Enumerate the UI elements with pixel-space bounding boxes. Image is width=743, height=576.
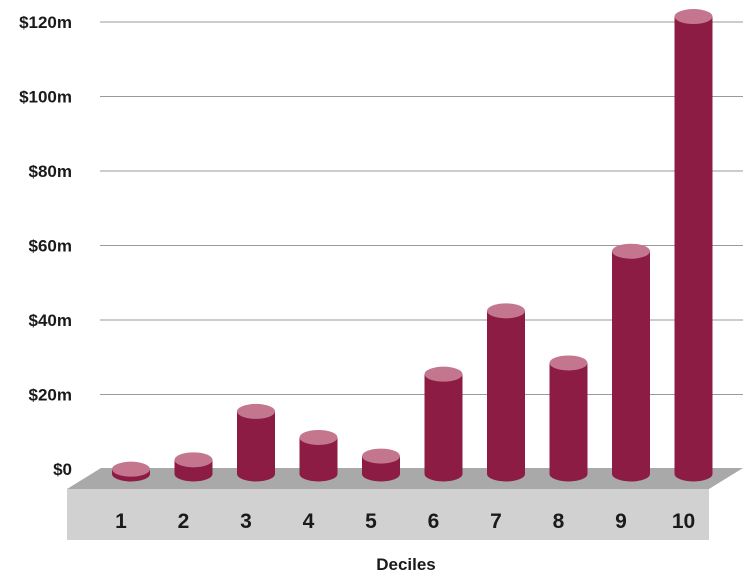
x-axis-title: Deciles [376, 555, 436, 574]
bar-body [237, 411, 275, 482]
y-tick-label: $100m [19, 88, 72, 107]
bar [174, 452, 213, 482]
bar [612, 243, 650, 482]
y-tick-label: $20m [29, 386, 72, 405]
bar [424, 366, 463, 482]
bar [674, 9, 713, 482]
bar-top [299, 429, 338, 445]
y-axis-tick-labels: $0 $20m $40m $60m $80m $100m $120m [19, 13, 72, 479]
x-tick-label: 2 [178, 510, 190, 533]
bars [112, 9, 713, 482]
bar-top [237, 403, 275, 419]
bar [299, 429, 338, 482]
x-tick-label: 10 [672, 510, 695, 533]
bar [549, 355, 588, 482]
bar-body [612, 251, 650, 482]
bar-top [424, 366, 463, 382]
y-tick-label: $80m [29, 162, 72, 181]
bar-body [674, 16, 713, 482]
y-tick-label: $0 [53, 460, 72, 479]
bar-top [612, 243, 650, 259]
floor-front-face [67, 489, 709, 540]
x-tick-label: 8 [553, 510, 565, 533]
y-tick-label: $120m [19, 13, 72, 32]
bar-top [487, 303, 525, 319]
chart-floor [67, 468, 743, 540]
bar-top [112, 461, 150, 477]
x-tick-label: 7 [490, 510, 502, 533]
bar-top [174, 452, 213, 468]
x-tick-label: 3 [240, 510, 252, 533]
y-tick-label: $60m [29, 237, 72, 256]
bar [362, 448, 400, 482]
bar [237, 403, 275, 482]
bar-body [487, 310, 525, 482]
x-tick-label: 4 [303, 510, 315, 533]
bar-top [549, 355, 588, 371]
x-tick-label: 6 [428, 510, 440, 533]
x-tick-label: 5 [365, 510, 377, 533]
y-tick-label: $40m [29, 311, 72, 330]
x-tick-label: 1 [115, 510, 127, 533]
bar [112, 461, 150, 482]
bar [487, 303, 525, 482]
bar-body [424, 374, 463, 482]
x-tick-label: 9 [615, 510, 627, 533]
bar-body [549, 362, 588, 482]
bar-top [362, 448, 400, 464]
x-axis-tick-labels: 1 2 3 4 5 6 7 8 9 10 [115, 510, 695, 533]
bar-top [674, 9, 713, 25]
bar-body [299, 437, 338, 482]
